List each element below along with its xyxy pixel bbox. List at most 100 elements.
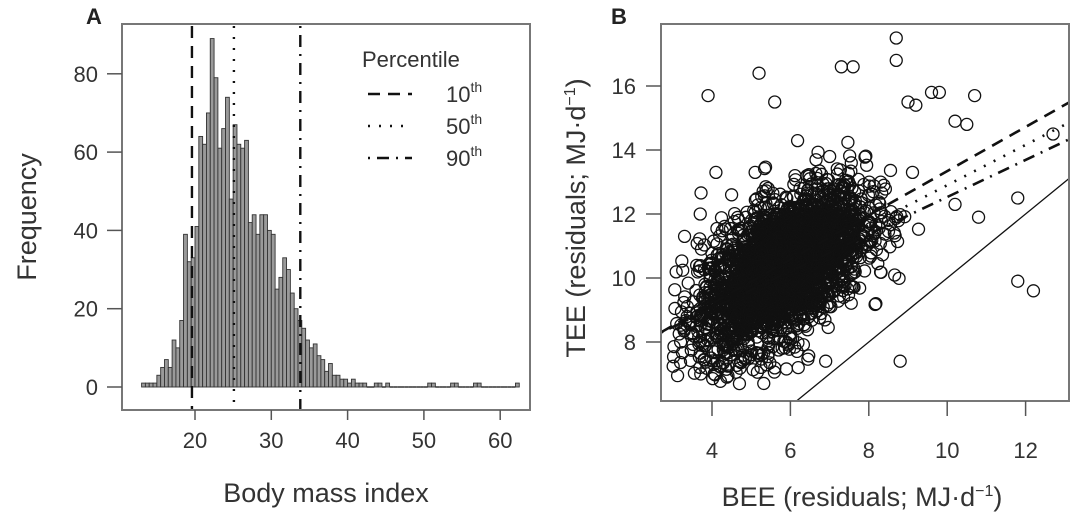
scatter-point <box>786 278 800 292</box>
histogram-bar <box>251 214 257 388</box>
scatter-point <box>716 343 731 357</box>
scatter-point <box>831 178 846 192</box>
x-axis-title: Body mass index <box>223 478 429 508</box>
legend-entry-label: 90th <box>446 143 482 171</box>
scatter-point <box>675 254 689 268</box>
scatter-point <box>809 153 823 167</box>
scatter-point <box>744 295 759 309</box>
scatter-point <box>761 181 775 196</box>
scatter-point <box>801 184 815 198</box>
scatter-point <box>746 363 760 377</box>
scatter-point <box>830 167 845 181</box>
y-axis-title-sup: −1 <box>562 87 579 105</box>
scatter-point <box>678 290 692 304</box>
scatter-point <box>764 322 778 336</box>
y-axis-title: Frequency <box>12 153 42 281</box>
scatter-point <box>777 305 791 319</box>
scatter-point <box>971 210 986 224</box>
scatter-point <box>681 276 695 290</box>
scatter-point <box>825 267 839 281</box>
scatter-point <box>714 259 728 273</box>
scatter-point <box>673 335 688 349</box>
scatter-point <box>784 275 798 289</box>
histogram-bar <box>217 147 223 388</box>
scatter-point <box>754 347 769 362</box>
scatter-point <box>810 232 824 246</box>
scatter-point <box>706 344 720 359</box>
scatter-point <box>882 213 896 228</box>
scatter-point <box>888 229 902 243</box>
scatter-point <box>810 272 824 286</box>
scatter-point <box>788 168 802 183</box>
scatter-point <box>881 224 896 239</box>
histogram-bar <box>144 382 150 388</box>
y-axis-title-end: ) <box>561 78 591 87</box>
scatter-point <box>722 245 737 259</box>
line-identity <box>795 178 1069 401</box>
scatter-point <box>748 193 762 207</box>
scatter-point <box>668 283 682 297</box>
histogram-bar <box>309 347 314 388</box>
scatter-point <box>711 285 725 299</box>
histogram-bar <box>167 366 173 388</box>
scatter-point <box>791 203 806 218</box>
scatter-point <box>841 166 856 180</box>
scatter-point <box>822 275 837 289</box>
scatter-point <box>710 354 724 368</box>
scatter-point <box>744 325 758 339</box>
scatter-point <box>761 256 775 270</box>
x-tick-label: 6 <box>784 438 796 463</box>
scatter-point <box>779 190 793 204</box>
y-axis-title-main: TEE (residuals; MJ·d <box>561 106 591 358</box>
histogram-bar <box>289 292 295 388</box>
scatter-point <box>772 230 786 244</box>
scatter-point <box>783 295 798 309</box>
histogram-bar <box>515 382 520 388</box>
histogram-bar <box>179 319 185 388</box>
scatter-point <box>791 360 805 375</box>
histogram-bar <box>362 382 368 388</box>
scatter-point <box>841 237 855 251</box>
scatter-point <box>677 295 691 310</box>
scatter-point <box>693 207 707 221</box>
histogram-bar <box>385 382 391 388</box>
scatter-point <box>670 369 685 383</box>
scatter-point <box>840 221 854 235</box>
histogram-bar <box>301 327 307 388</box>
scatter-point <box>733 331 747 345</box>
scatter-point <box>743 310 758 325</box>
scatter-point <box>864 221 878 236</box>
scatter-point <box>821 320 835 335</box>
scatter-point <box>709 165 723 180</box>
scatter-point <box>797 192 811 206</box>
y-tick-label: 40 <box>74 218 98 243</box>
scatter-point <box>858 150 872 164</box>
scatter-point <box>847 196 861 210</box>
histogram-bar <box>221 128 226 388</box>
scatter-point <box>720 238 734 253</box>
scatter-point <box>754 225 768 239</box>
scatter-point <box>767 365 782 379</box>
histogram-bar <box>305 339 310 388</box>
histogram-bar <box>205 112 211 388</box>
x-axis-ticks: 20 30 40 50 60 <box>183 410 512 453</box>
scatter-point <box>877 178 891 192</box>
histogram-bar <box>255 233 261 388</box>
scatter-point <box>698 334 712 348</box>
scatter-point <box>825 229 839 243</box>
histogram-bar <box>236 143 242 388</box>
scatter-point <box>871 256 885 271</box>
histogram-bar <box>350 378 356 388</box>
panel-a-plot-frame <box>121 23 531 411</box>
y-tick-label: 12 <box>612 202 636 227</box>
scatter-point <box>809 248 823 262</box>
scatter-point <box>887 268 902 282</box>
scatter-point <box>723 340 737 354</box>
y-tick-label: 8 <box>624 330 636 355</box>
x-axis-title-main: BEE (residuals; MJ·d <box>722 482 976 512</box>
scatter-point <box>948 197 962 212</box>
scatter-point <box>814 191 828 205</box>
scatter-point <box>804 295 818 309</box>
scatter-point <box>713 360 727 374</box>
